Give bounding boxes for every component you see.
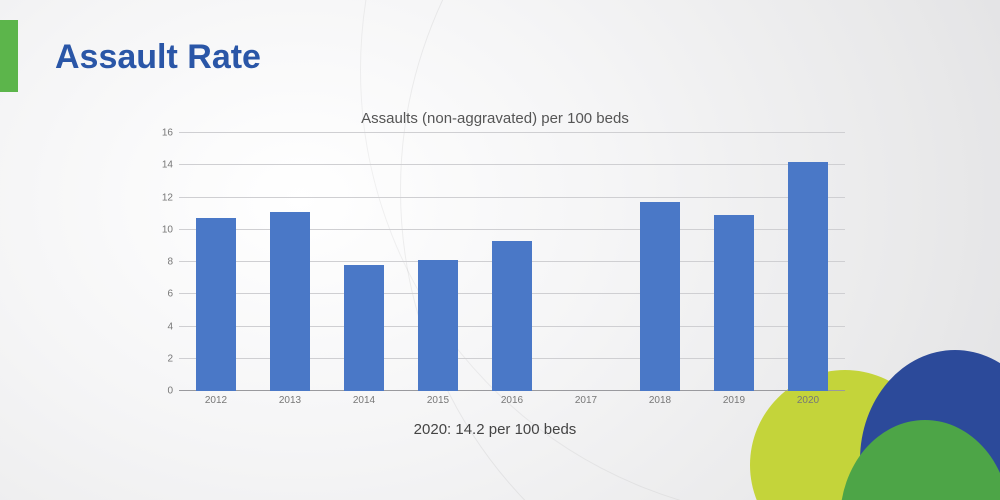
- y-tick-label: 6: [167, 289, 173, 300]
- y-axis: 0246810121416: [145, 133, 179, 391]
- bars-group: [179, 133, 845, 391]
- bar-slot: [179, 133, 253, 391]
- y-tick-label: 14: [162, 160, 173, 171]
- x-tick-label: 2019: [697, 391, 771, 413]
- y-tick-label: 0: [167, 386, 173, 397]
- bar-slot: [549, 133, 623, 391]
- chart-title: Assaults (non-aggravated) per 100 beds: [145, 110, 845, 127]
- x-tick-label: 2015: [401, 391, 475, 413]
- bar: [714, 215, 755, 391]
- bar-slot: [623, 133, 697, 391]
- bar-slot: [401, 133, 475, 391]
- chart-caption: 2020: 14.2 per 100 beds: [145, 421, 845, 438]
- x-tick-label: 2012: [179, 391, 253, 413]
- x-axis-labels: 201220132014201520162017201820192020: [179, 391, 845, 413]
- decorative-accent-bar: [0, 20, 18, 92]
- y-tick-label: 8: [167, 257, 173, 268]
- bar-slot: [327, 133, 401, 391]
- chart-container: Assaults (non-aggravated) per 100 beds 0…: [145, 110, 845, 438]
- chart-plot-area: 0246810121416 20122013201420152016201720…: [145, 133, 845, 413]
- x-tick-label: 2018: [623, 391, 697, 413]
- x-tick-label: 2013: [253, 391, 327, 413]
- bar-slot: [253, 133, 327, 391]
- bar: [492, 241, 533, 391]
- bar: [344, 265, 385, 391]
- bar-slot: [771, 133, 845, 391]
- bar: [788, 162, 829, 391]
- y-tick-label: 12: [162, 192, 173, 203]
- slide-title: Assault Rate: [55, 38, 261, 77]
- bar-slot: [697, 133, 771, 391]
- y-tick-label: 2: [167, 353, 173, 364]
- bar: [418, 260, 459, 391]
- bar: [196, 218, 237, 391]
- x-tick-label: 2017: [549, 391, 623, 413]
- y-tick-label: 10: [162, 224, 173, 235]
- x-tick-label: 2014: [327, 391, 401, 413]
- x-tick-label: 2020: [771, 391, 845, 413]
- y-tick-label: 4: [167, 321, 173, 332]
- bar: [640, 202, 681, 391]
- bar: [270, 212, 311, 391]
- bar-slot: [475, 133, 549, 391]
- y-tick-label: 16: [162, 128, 173, 139]
- x-tick-label: 2016: [475, 391, 549, 413]
